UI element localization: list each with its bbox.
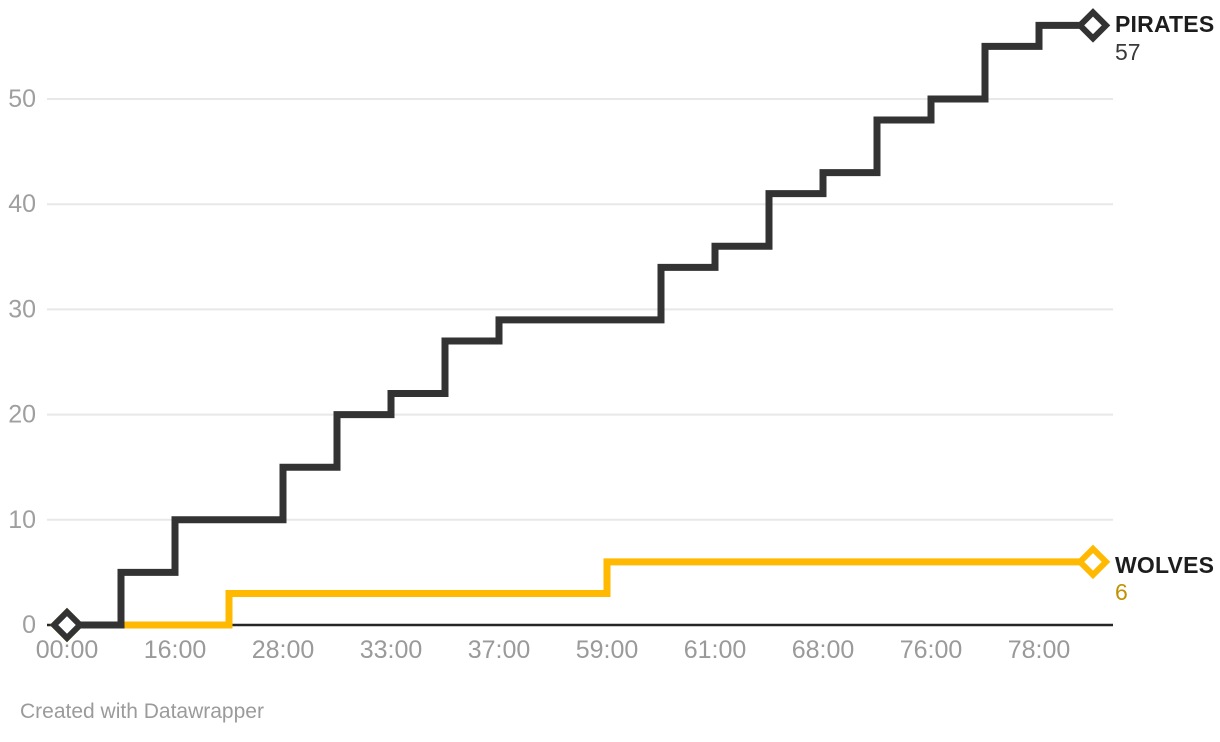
y-tick-label-0: 0 [22,611,36,639]
y-tick-label-10: 10 [8,506,36,534]
x-tick-label-61:00: 61:00 [684,636,747,664]
diamond-marker-end-wolves [1075,544,1111,580]
x-tick-label-16:00: 16:00 [144,636,207,664]
series-end-value-pirates: 57 [1115,39,1141,65]
series-end-value-wolves: 6 [1115,579,1128,605]
diamond-marker-end-pirates [1075,8,1111,43]
series-line-pirates [67,21,1093,629]
series-end-label-pirates: PIRATES [1115,11,1215,37]
x-tick-label-37:00: 37:00 [468,636,531,664]
y-tick-label-30: 30 [8,295,36,323]
series-end-label-wolves: WOLVES [1115,552,1215,578]
x-tick-label-59:00: 59:00 [576,636,639,664]
x-tick-label-76:00: 76:00 [900,636,963,664]
x-tick-label-28:00: 28:00 [252,636,315,664]
series-line-wolves [67,558,1093,629]
diamond-marker-start-pirates [49,607,85,643]
y-tick-label-50: 50 [8,85,36,113]
x-tick-label-68:00: 68:00 [792,636,855,664]
x-tick-label-33:00: 33:00 [360,636,423,664]
datawrapper-attribution: Created with Datawrapper [20,700,264,723]
x-tick-label-78:00: 78:00 [1008,636,1071,664]
y-tick-label-20: 20 [8,401,36,429]
y-tick-label-40: 40 [8,190,36,218]
